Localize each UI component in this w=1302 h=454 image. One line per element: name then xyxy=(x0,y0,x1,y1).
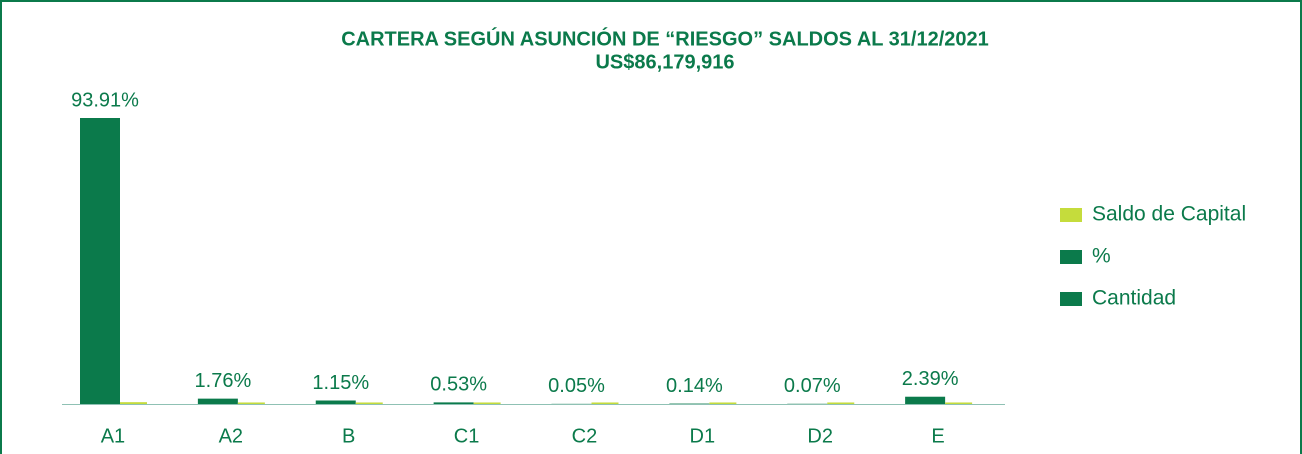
x-tick-label: D1 xyxy=(690,425,716,447)
x-tick-label: C1 xyxy=(454,425,480,447)
bar xyxy=(197,398,238,404)
data-label: 0.07% xyxy=(784,375,841,397)
chart-title: CARTERA SEGÚN ASUNCIÓN DE “RIESGO” SALDO… xyxy=(341,26,989,50)
bar xyxy=(945,402,973,404)
bar xyxy=(355,402,383,404)
bar xyxy=(591,402,619,404)
bar xyxy=(905,396,946,404)
bar xyxy=(120,402,147,404)
data-label: 0.14% xyxy=(666,375,723,397)
data-label: 0.05% xyxy=(548,375,605,397)
x-tick-label: D2 xyxy=(807,425,833,447)
data-label: 2.39% xyxy=(902,368,959,390)
x-tick-label: E xyxy=(931,425,944,447)
data-label: 93.91% xyxy=(71,89,139,111)
bar xyxy=(709,402,737,404)
data-label: 1.76% xyxy=(195,370,252,392)
x-tick-label: B xyxy=(342,425,355,447)
bar xyxy=(315,400,356,404)
bar xyxy=(237,402,265,404)
x-tick-label: A2 xyxy=(219,425,243,447)
legend-swatch xyxy=(1060,292,1082,306)
legend-label: Saldo de Capital xyxy=(1092,203,1246,226)
x-tick-label: A1 xyxy=(101,425,125,447)
bar xyxy=(80,118,120,404)
data-label: 1.15% xyxy=(312,372,369,394)
bar xyxy=(827,402,855,404)
legend-swatch xyxy=(1060,250,1082,264)
bar xyxy=(433,402,474,404)
chart-subtitle: US$86,179,916 xyxy=(595,51,734,73)
data-label: 0.53% xyxy=(430,374,487,396)
legend-label: Cantidad xyxy=(1092,287,1176,310)
legend-swatch xyxy=(1060,208,1082,222)
legend-label: % xyxy=(1092,245,1111,268)
bar xyxy=(473,402,501,404)
x-tick-label: C2 xyxy=(572,425,598,447)
